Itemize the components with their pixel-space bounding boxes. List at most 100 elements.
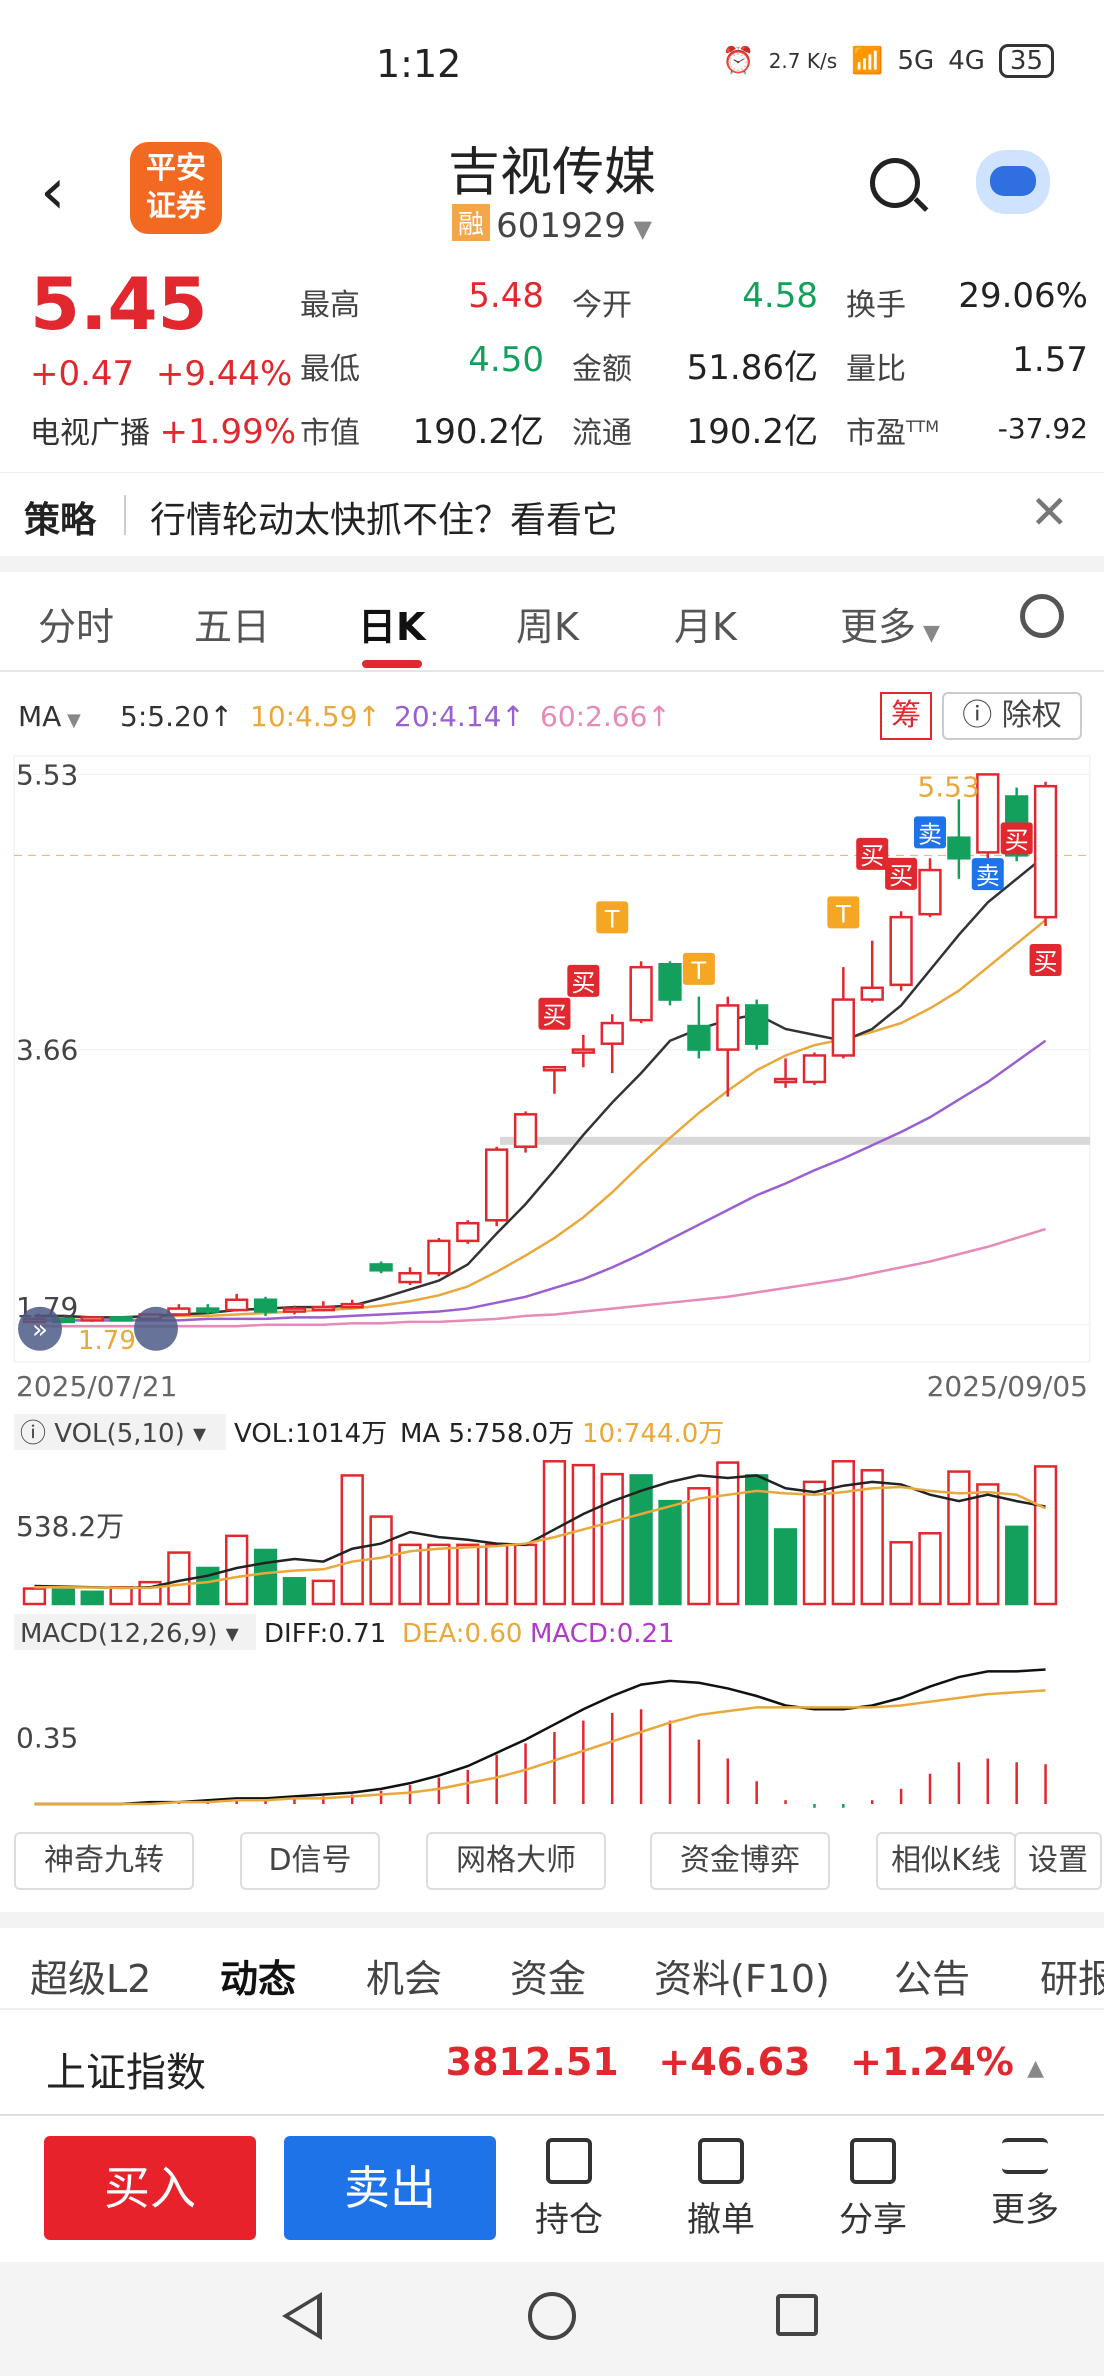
volume-bar (22, 1587, 47, 1606)
ex-rights-button[interactable]: ⓘ 除权 (942, 692, 1082, 740)
candle-body (398, 1272, 422, 1284)
volume-bar (918, 1532, 942, 1606)
wifi-icon: 📶 (851, 46, 884, 76)
ma20-value: 20:4.14↑ (394, 700, 525, 733)
volume-bar (773, 1528, 798, 1606)
signal-tag-text: T (835, 900, 851, 928)
signal-tag-text: 买 (860, 842, 884, 870)
search-icon[interactable] (870, 158, 920, 208)
stock-code: 601929 (496, 206, 626, 246)
amount-label: 金额 (572, 352, 632, 387)
divider (0, 2114, 1104, 2116)
share-button[interactable]: 分享 (818, 2138, 928, 2241)
candle-body (860, 986, 884, 1001)
candle-body (687, 1024, 711, 1051)
tab-five-day[interactable]: 五日 (194, 605, 271, 649)
macd-diff: DIFF:0.71 (264, 1619, 386, 1649)
ma5-line (34, 854, 1047, 1319)
ai-assistant-icon[interactable] (976, 150, 1050, 214)
tab-timeshare[interactable]: 分时 (38, 605, 115, 649)
tab-news[interactable]: 动态 (220, 1957, 297, 2001)
strategy-text[interactable]: 行情轮动太快抓不住？看看它 (150, 500, 619, 541)
signal-tag-text: 买 (1034, 948, 1058, 976)
strategy-banner[interactable]: 策略 行情轮动太快抓不住？看看它 ✕ (0, 472, 1104, 556)
ma-selector[interactable]: MA ▼ (18, 700, 81, 733)
settings-button[interactable]: 设置 (1014, 1832, 1102, 1890)
menu-icon (1002, 2138, 1048, 2174)
volume-bar (571, 1463, 595, 1606)
quote-panel: 5.45 +0.47 +9.44% 电视广播 +1.99% 最高 5.48 最低… (0, 262, 1104, 462)
tab-announcements[interactable]: 公告 (894, 1957, 971, 2001)
volume-bar (109, 1586, 133, 1606)
indicator-fund-game[interactable]: 资金博弈 (650, 1832, 830, 1890)
price-panel-frame (13, 755, 1091, 1363)
signal-tag-text: 买 (889, 862, 913, 890)
volume-bar (427, 1543, 451, 1606)
vol-label-bg (14, 1414, 226, 1450)
status-time: 1:12 (376, 42, 462, 86)
macd-dea: DEA:0.60 (402, 1619, 522, 1649)
candle-body (80, 1316, 104, 1322)
candle-body (918, 868, 942, 916)
signal-tag (682, 952, 715, 985)
signal-tag-text: 卖 (918, 820, 942, 848)
vol-ratio-label: 量比 (846, 352, 906, 387)
signal-tag (914, 816, 946, 849)
tab-research[interactable]: 研报 (1040, 1957, 1104, 2001)
reset-view-icon (134, 1306, 178, 1351)
more-button[interactable]: 更多 (970, 2138, 1080, 2231)
back-button[interactable]: ‹ (40, 155, 66, 229)
candle-body (745, 1004, 769, 1045)
cancel-order-button[interactable]: 撤单 (666, 2138, 776, 2241)
sector-info[interactable]: 电视广播 +1.99% (30, 408, 296, 452)
gear-icon[interactable] (1020, 594, 1064, 638)
close-icon[interactable]: ✕ (1030, 485, 1069, 539)
low-value: 4.50 (468, 340, 544, 380)
vol-indicator-label: ⓘ VOL(5,10) ▾ (20, 1419, 206, 1449)
nav-home-icon[interactable] (528, 2292, 576, 2340)
dea-line (34, 1689, 1046, 1806)
signal-tag (596, 901, 629, 934)
chip-distribution-button[interactable]: 筹 (880, 692, 932, 740)
signal-tag-text: T (604, 905, 620, 933)
candle-body (947, 836, 971, 860)
status-bar: 1:12 ⏰ 2.7 K/s 📶 5G 4G 35 (0, 0, 1104, 120)
vol-value: VOL:1014万 (234, 1419, 387, 1449)
index-values: 3812.51 +46.63 +1.24% ▲ (446, 2040, 1044, 2084)
indicator-magic-nine[interactable]: 神奇九转 (14, 1832, 194, 1890)
buy-button[interactable]: 买入 (44, 2136, 256, 2240)
stock-code-row[interactable]: 融 601929 ▼ (0, 204, 1104, 246)
price-axis-mid: 3.66 (16, 1034, 78, 1067)
candle-body (485, 1148, 509, 1222)
pe-value: -37.92 (997, 412, 1088, 445)
high-value: 5.48 (468, 276, 544, 316)
volume-bar (889, 1541, 913, 1606)
tab-opportunity[interactable]: 机会 (366, 1957, 443, 2001)
tab-funds[interactable]: 资金 (510, 1957, 587, 2001)
indicator-similar-k[interactable]: 相似K线 (876, 1832, 1016, 1890)
nav-back-icon[interactable] (282, 2292, 322, 2340)
tab-more[interactable]: 更多 ▼ (840, 605, 940, 649)
sector-name: 电视广播 (30, 416, 150, 451)
tab-f10[interactable]: 资料(F10) (654, 1957, 830, 2001)
nav-recent-icon[interactable] (776, 2294, 818, 2336)
signal-tag (971, 858, 1004, 891)
volume-bar (687, 1487, 711, 1606)
tab-daily-k[interactable]: 日K (358, 605, 426, 649)
vol-axis-label: 538.2万 (16, 1510, 124, 1543)
tab-monthly-k[interactable]: 月K (674, 605, 737, 649)
divider (0, 1912, 1104, 1928)
support-band (500, 1136, 1090, 1145)
volume-bar (51, 1588, 75, 1606)
tab-super-l2[interactable]: 超级L2 (30, 1957, 152, 2001)
index-ticker[interactable]: 上证指数 3812.51 +46.63 +1.24% ▲ (0, 2022, 1104, 2114)
tab-weekly-k[interactable]: 周K (516, 605, 579, 649)
positions-button[interactable]: 持仓 (514, 2138, 624, 2241)
volume-bar (600, 1472, 624, 1606)
scroll-left-icon (18, 1306, 62, 1351)
max-price-marker: 5.53 (917, 770, 979, 803)
indicator-grid-master[interactable]: 网格大师 (426, 1832, 606, 1890)
indicator-d-signal[interactable]: D信号 (240, 1832, 380, 1890)
sell-button[interactable]: 卖出 (284, 2136, 496, 2240)
